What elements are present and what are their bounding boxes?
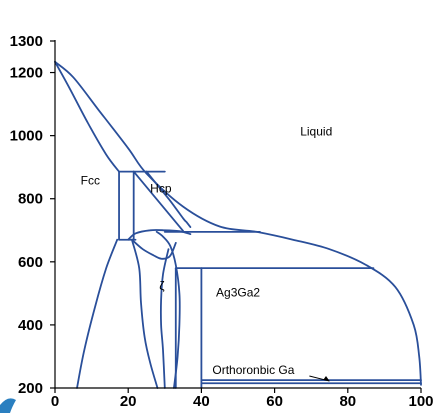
x-tick-label: 0 xyxy=(51,393,59,410)
region-labels: Liquid Fcc Hcp ζ Ag3Ga2 Orthoronbic Ga xyxy=(81,125,332,382)
chart-axes: 200 400 600 800 1000 1200 1300 0 20 40 60 80 100 xyxy=(10,33,434,410)
phase-boundary-lines xyxy=(54,60,422,389)
region-label: Orthoronbic Ga xyxy=(212,363,294,377)
boundary-solidus-fcc-upper xyxy=(54,60,120,173)
corner-decoration-icon xyxy=(0,398,16,413)
region-label: Hcp xyxy=(150,181,172,195)
y-tick-label: 1200 xyxy=(10,65,43,82)
boundary-hcp-right xyxy=(132,170,184,232)
y-tick-label: 1000 xyxy=(10,128,43,145)
boundary-zeta-inner xyxy=(159,248,170,389)
y-tick-label: 400 xyxy=(18,317,43,334)
x-tick-label: 20 xyxy=(120,393,137,410)
boundary-zeta-right xyxy=(155,230,181,389)
region-label: Liquid xyxy=(300,125,332,139)
boundary-solidus-lower xyxy=(145,170,192,228)
y-tick-label: 600 xyxy=(18,254,43,271)
region-label: Fcc xyxy=(81,174,100,188)
boundary-fcc-solvus xyxy=(76,238,119,389)
boundary-zeta-left xyxy=(131,238,159,389)
region-label: Ag3Ga2 xyxy=(216,286,260,300)
x-tick-label: 100 xyxy=(408,393,433,410)
x-tick-label: 60 xyxy=(266,393,283,410)
x-tick-label: 80 xyxy=(339,393,356,410)
annotation-arrow-head xyxy=(323,376,330,382)
y-tick-label: 800 xyxy=(18,191,43,208)
y-tick-label: 1300 xyxy=(10,33,43,50)
boundary-liquidus xyxy=(54,60,422,386)
x-tick-label: 40 xyxy=(193,393,210,410)
region-label: ζ xyxy=(159,279,165,293)
y-tick-label: 200 xyxy=(18,380,43,397)
